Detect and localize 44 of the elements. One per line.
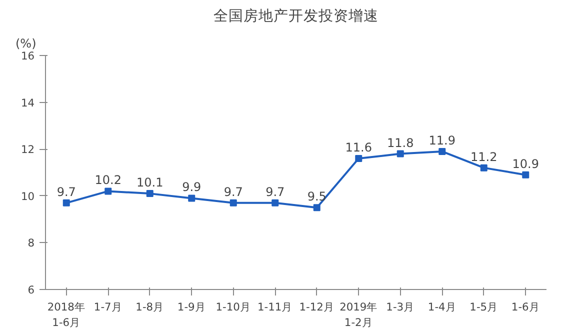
data-label: 9.5 <box>307 190 326 204</box>
y-tick-label: 8 <box>28 236 35 250</box>
x-tick-label: 1-4月 <box>428 300 456 314</box>
point <box>480 164 488 172</box>
x-tick-label: 1-12月 <box>299 300 334 314</box>
x-tick-label: 1-8月 <box>136 300 164 314</box>
x-tick-label: 1-7月 <box>94 300 122 314</box>
x-tick-label: 1-5月 <box>470 300 498 314</box>
data-label: 10.1 <box>136 176 164 190</box>
data-label: 11.2 <box>470 150 498 164</box>
data-label: 9.7 <box>56 184 76 199</box>
x-tick-label: 1-9月 <box>177 300 206 314</box>
point <box>355 154 362 162</box>
data-label: 11.8 <box>387 136 414 150</box>
y-tick-label: 6 <box>28 284 35 296</box>
data-label: 9.7 <box>224 184 243 199</box>
x-tick-label: 1-11月 <box>258 300 293 314</box>
y-axis-title: (%) <box>16 36 36 50</box>
data-label: 10.9 <box>512 156 539 171</box>
data-label: 10.2 <box>94 173 122 188</box>
point <box>146 190 154 198</box>
point <box>438 148 446 155</box>
y-tick-label: 14 <box>20 96 35 110</box>
chart-title: 全国房地产开发投资增速 <box>214 8 378 24</box>
point <box>62 199 70 206</box>
data-label: 9.7 <box>266 184 285 199</box>
x-tick-label: 1-6月 <box>511 300 540 314</box>
x-tick-label: 1-10月 <box>216 300 251 314</box>
point <box>396 150 404 158</box>
point <box>272 199 279 206</box>
point <box>104 188 112 195</box>
y-tick-label: 16 <box>20 50 35 62</box>
point <box>313 204 320 212</box>
data-label: 9.9 <box>182 180 202 194</box>
point <box>188 194 196 202</box>
data-label: 11.6 <box>345 140 372 154</box>
point <box>522 171 530 178</box>
x-tick-label: 1-3月 <box>386 300 415 314</box>
x-tick-label: 2019年 1-2月 <box>340 300 378 330</box>
y-tick-label: 10 <box>20 190 35 203</box>
data-label: 11.9 <box>428 133 456 148</box>
point <box>230 199 237 206</box>
x-tick-label: 2018年 1-6月 <box>47 300 86 330</box>
y-tick-label: 12 <box>20 143 35 156</box>
